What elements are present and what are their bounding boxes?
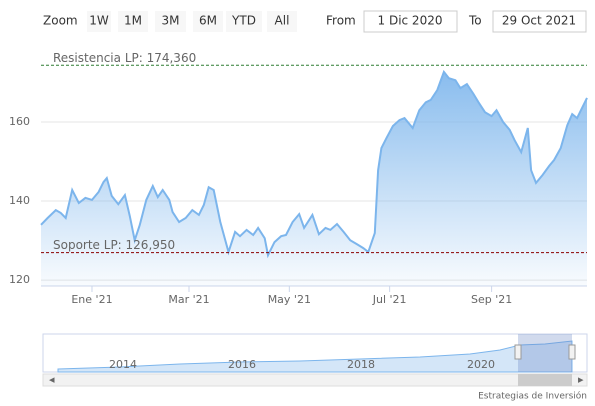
- range-button-label[interactable]: 1W: [89, 14, 109, 28]
- navigator-label: 2016: [228, 358, 256, 371]
- x-tick-label: Sep '21: [471, 293, 512, 306]
- range-button-label[interactable]: All: [275, 14, 290, 28]
- navigator-handle[interactable]: [514, 344, 522, 360]
- area-fill: [41, 71, 587, 287]
- from-value[interactable]: 1 Dic 2020: [378, 14, 443, 28]
- to-input[interactable]: [492, 10, 587, 33]
- from-label: From: [326, 14, 356, 28]
- scroll-left[interactable]: ◂: [49, 373, 55, 386]
- navigator-handle[interactable]: [568, 344, 576, 360]
- zoom-label: Zoom: [43, 14, 78, 28]
- navigator-series: [57, 340, 573, 373]
- x-tick-label: Jul '21: [372, 293, 407, 306]
- range-button-label[interactable]: 1M: [124, 14, 142, 28]
- y-tick-label: 160: [9, 115, 30, 128]
- range-button[interactable]: [267, 11, 297, 32]
- navigator-label: 2018: [347, 358, 375, 371]
- range-button-label[interactable]: YTD: [231, 14, 256, 28]
- scrollbar[interactable]: [42, 373, 588, 387]
- series-line: [40, 69, 588, 259]
- range-button[interactable]: [87, 11, 111, 32]
- from-input[interactable]: [363, 10, 458, 33]
- range-button[interactable]: [226, 11, 262, 32]
- range-button-label[interactable]: 6M: [199, 14, 217, 28]
- y-tick-label: 120: [9, 273, 30, 286]
- x-tick-label: May '21: [268, 293, 311, 306]
- navigator-label: 2014: [109, 358, 137, 371]
- navigator-mask[interactable]: [518, 334, 572, 372]
- credit: Estrategias de Inversión: [478, 391, 587, 402]
- plot-line-label: Soporte LP: 126,950: [53, 238, 175, 252]
- range-button[interactable]: [118, 11, 148, 32]
- y-tick-label: 140: [9, 194, 30, 207]
- range-button-label[interactable]: 3M: [162, 14, 180, 28]
- navigator-label: 2020: [467, 358, 495, 371]
- range-button[interactable]: [193, 11, 223, 32]
- to-value[interactable]: 29 Oct 2021: [502, 14, 576, 28]
- to-label: To: [468, 14, 482, 28]
- plot-line-label: Resistencia LP: 174,360: [53, 51, 196, 65]
- x-tick-label: Mar '21: [168, 293, 209, 306]
- scrollbar-thumb[interactable]: [518, 374, 572, 386]
- x-tick-label: Ene '21: [71, 293, 112, 306]
- scroll-right[interactable]: ▸: [578, 373, 584, 386]
- range-button[interactable]: [155, 11, 186, 32]
